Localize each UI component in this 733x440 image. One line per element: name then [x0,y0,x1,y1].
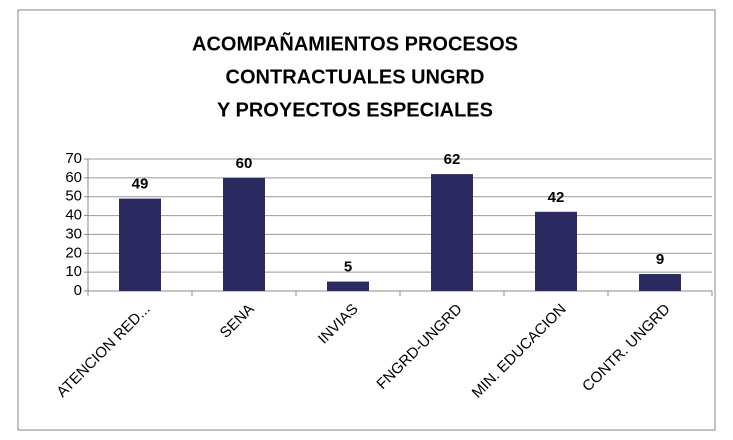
value-label: 9 [656,251,664,268]
y-tick-label: 40 [65,207,82,224]
value-label: 49 [132,176,149,193]
y-tick-label: 50 [65,188,82,205]
chart-title: CONTRACTUALES UNGRD [226,66,485,88]
y-tick-label: 10 [65,263,82,280]
bar [223,177,265,291]
y-tick-label: 20 [65,244,82,261]
y-tick-label: 60 [65,169,82,186]
y-tick-label: 70 [65,150,82,167]
value-label: 62 [444,151,461,168]
y-tick-label: 30 [65,225,82,242]
chart-title: ACOMPAÑAMIENTOS PROCESOS [192,32,518,55]
bar [431,174,473,291]
bar [119,198,161,291]
chart-title: Y PROYECTOS ESPECIALES [217,99,493,121]
y-tick-label: 0 [74,282,82,299]
bar [535,211,577,291]
value-label: 60 [236,155,253,172]
value-label: 5 [344,259,352,276]
bar [639,274,681,291]
value-label: 42 [548,189,565,206]
bar [327,281,369,291]
